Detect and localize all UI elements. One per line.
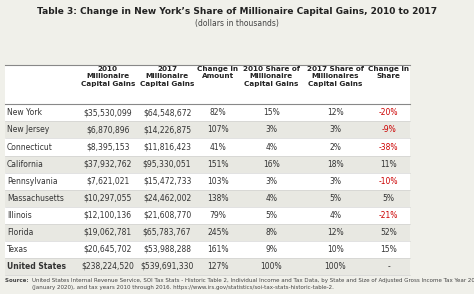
Text: $15,472,733: $15,472,733 — [143, 177, 191, 186]
Text: -10%: -10% — [379, 177, 399, 186]
Bar — [5, 104, 410, 121]
Text: 41%: 41% — [210, 143, 227, 151]
Text: -20%: -20% — [379, 108, 399, 117]
Text: 15%: 15% — [380, 245, 397, 254]
Text: $19,062,781: $19,062,781 — [84, 228, 132, 237]
Text: 16%: 16% — [263, 160, 280, 168]
Text: United States Internal Revenue Service, SOI Tax Stats - Historic Table 2, Indivi: United States Internal Revenue Service, … — [32, 278, 474, 290]
Text: 3%: 3% — [329, 177, 341, 186]
Text: 151%: 151% — [207, 160, 229, 168]
Text: $95,330,051: $95,330,051 — [143, 160, 191, 168]
Text: Connecticut: Connecticut — [7, 143, 53, 151]
Text: 10%: 10% — [327, 245, 344, 254]
Bar — [5, 258, 410, 275]
Text: 11%: 11% — [380, 160, 397, 168]
Text: Texas: Texas — [7, 245, 28, 254]
Bar — [5, 65, 410, 104]
Text: 100%: 100% — [325, 262, 346, 271]
Text: 3%: 3% — [265, 126, 277, 134]
Text: 161%: 161% — [207, 245, 229, 254]
Bar — [5, 173, 410, 190]
Text: $10,297,055: $10,297,055 — [83, 194, 132, 203]
Text: -9%: -9% — [381, 126, 396, 134]
Text: $35,530,099: $35,530,099 — [83, 108, 132, 117]
Text: 12%: 12% — [327, 228, 344, 237]
Bar — [5, 156, 410, 173]
Text: $21,608,770: $21,608,770 — [143, 211, 191, 220]
Bar — [5, 224, 410, 241]
Text: $37,932,762: $37,932,762 — [83, 160, 132, 168]
Text: 12%: 12% — [327, 108, 344, 117]
Text: 9%: 9% — [265, 245, 277, 254]
Text: $12,100,136: $12,100,136 — [84, 211, 132, 220]
Text: (dollars in thousands): (dollars in thousands) — [195, 19, 279, 28]
Text: Massachusetts: Massachusetts — [7, 194, 64, 203]
Text: 4%: 4% — [265, 143, 277, 151]
Text: $11,816,423: $11,816,423 — [143, 143, 191, 151]
Text: 18%: 18% — [327, 160, 344, 168]
Text: $238,224,520: $238,224,520 — [82, 262, 134, 271]
Text: -: - — [387, 262, 390, 271]
Text: 127%: 127% — [207, 262, 229, 271]
Text: $65,783,767: $65,783,767 — [143, 228, 191, 237]
Text: 2%: 2% — [329, 143, 341, 151]
Text: 2010
Millionaire
Capital Gains: 2010 Millionaire Capital Gains — [81, 66, 135, 87]
Text: United States: United States — [7, 262, 66, 271]
Text: 107%: 107% — [207, 126, 229, 134]
Text: Change in
Amount: Change in Amount — [198, 66, 238, 79]
Bar — [5, 138, 410, 156]
Text: 2017
Millionaire
Capital Gains: 2017 Millionaire Capital Gains — [140, 66, 194, 87]
Text: 245%: 245% — [207, 228, 229, 237]
Text: 3%: 3% — [329, 126, 341, 134]
Text: 15%: 15% — [263, 108, 280, 117]
Text: 4%: 4% — [329, 211, 341, 220]
Text: Florida: Florida — [7, 228, 34, 237]
Text: 8%: 8% — [265, 228, 277, 237]
Text: Pennsylvania: Pennsylvania — [7, 177, 58, 186]
Text: $64,548,672: $64,548,672 — [143, 108, 191, 117]
Text: 52%: 52% — [380, 228, 397, 237]
Text: 103%: 103% — [207, 177, 229, 186]
Text: -21%: -21% — [379, 211, 398, 220]
Text: Illinois: Illinois — [7, 211, 32, 220]
Text: 2017 Share of
Millionaires
Capital Gains: 2017 Share of Millionaires Capital Gains — [307, 66, 364, 87]
Bar — [5, 121, 410, 138]
Text: 138%: 138% — [207, 194, 229, 203]
Text: 2010 Share of
Millionaire
Capital Gains: 2010 Share of Millionaire Capital Gains — [243, 66, 300, 87]
Text: $6,870,896: $6,870,896 — [86, 126, 129, 134]
Bar — [5, 190, 410, 207]
Text: 5%: 5% — [329, 194, 341, 203]
Text: 4%: 4% — [265, 194, 277, 203]
Text: $24,462,002: $24,462,002 — [143, 194, 191, 203]
Text: $8,395,153: $8,395,153 — [86, 143, 129, 151]
Bar — [5, 207, 410, 224]
Text: $539,691,330: $539,691,330 — [140, 262, 194, 271]
Text: New York: New York — [7, 108, 42, 117]
Bar — [5, 241, 410, 258]
Text: Change in
Share: Change in Share — [368, 66, 409, 79]
Text: 100%: 100% — [261, 262, 282, 271]
Text: 79%: 79% — [210, 211, 227, 220]
Text: New Jersey: New Jersey — [7, 126, 49, 134]
Text: 5%: 5% — [265, 211, 277, 220]
Text: $7,621,021: $7,621,021 — [86, 177, 129, 186]
Text: $14,226,875: $14,226,875 — [143, 126, 191, 134]
Text: $53,988,288: $53,988,288 — [143, 245, 191, 254]
Text: California: California — [7, 160, 44, 168]
Text: $20,645,702: $20,645,702 — [83, 245, 132, 254]
Text: -38%: -38% — [379, 143, 399, 151]
Text: 5%: 5% — [383, 194, 395, 203]
Text: 3%: 3% — [265, 177, 277, 186]
Text: Table 3: Change in New York’s Share of Millionaire Capital Gains, 2010 to 2017: Table 3: Change in New York’s Share of M… — [37, 7, 437, 16]
Text: 82%: 82% — [210, 108, 227, 117]
Text: Source:: Source: — [5, 278, 30, 283]
